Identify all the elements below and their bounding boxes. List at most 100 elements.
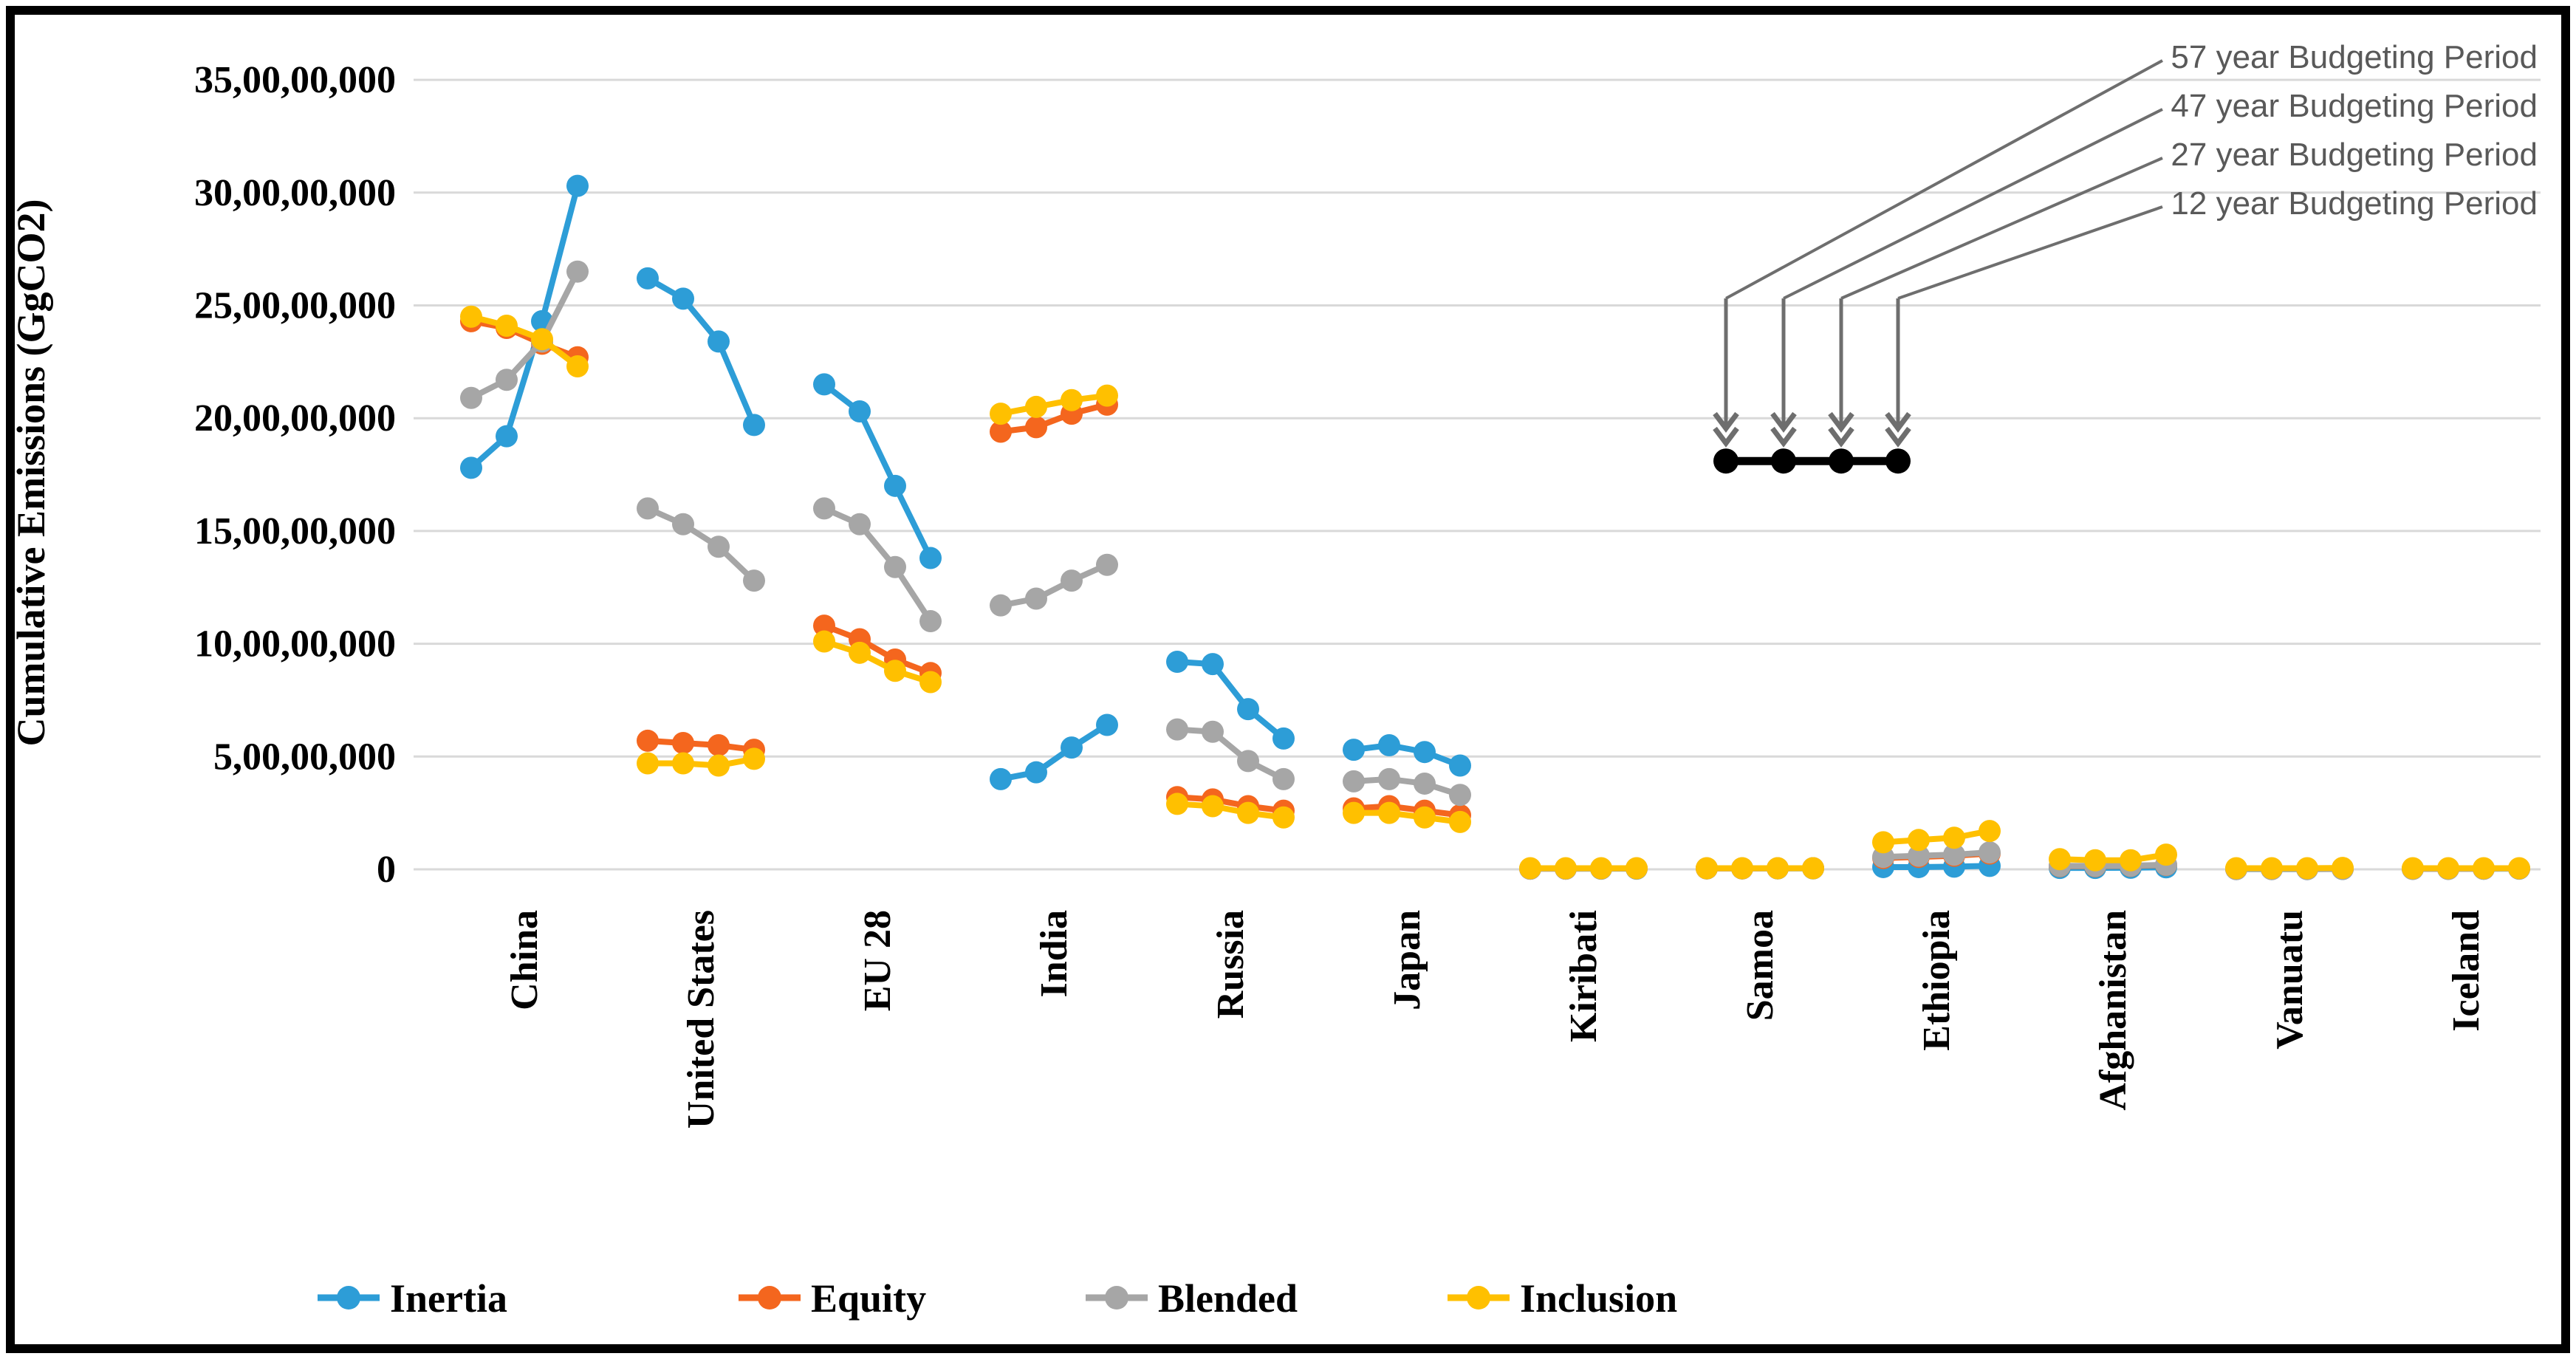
data-point bbox=[1096, 713, 1118, 736]
data-point bbox=[990, 403, 1012, 425]
series-line-segment bbox=[1176, 659, 1286, 741]
data-point bbox=[1025, 395, 1047, 418]
series-line-segment bbox=[1176, 726, 1285, 782]
data-point bbox=[637, 752, 659, 775]
data-point bbox=[496, 314, 518, 337]
data-point bbox=[884, 660, 906, 682]
data-point bbox=[1166, 651, 1188, 674]
x-category-label: United States bbox=[680, 910, 722, 1129]
data-point bbox=[460, 456, 482, 479]
budgeting-period-marker-point bbox=[1713, 448, 1739, 474]
data-point bbox=[1943, 843, 1965, 866]
data-point bbox=[566, 260, 589, 283]
data-point bbox=[460, 386, 482, 409]
series-line-segment bbox=[646, 275, 757, 426]
data-point bbox=[1378, 767, 1400, 790]
legend-item-inclusion: Inclusion bbox=[1448, 1276, 1677, 1321]
data-point bbox=[1237, 750, 1259, 773]
data-point bbox=[637, 497, 659, 520]
data-point bbox=[849, 513, 871, 535]
data-point bbox=[1378, 734, 1400, 757]
data-point bbox=[813, 615, 835, 637]
series-line-segment bbox=[1883, 863, 1990, 870]
series-line-segment bbox=[1353, 776, 1462, 798]
data-point bbox=[1979, 820, 2001, 843]
data-point bbox=[743, 414, 765, 437]
data-point bbox=[1590, 857, 1612, 880]
data-point bbox=[2437, 857, 2459, 880]
legend-marker-dot bbox=[337, 1286, 360, 1310]
data-point bbox=[1237, 698, 1259, 721]
data-point bbox=[2296, 857, 2318, 880]
series-line-segment bbox=[1883, 849, 1990, 860]
budgeting-period-marker-point bbox=[1771, 448, 1796, 474]
legend-marker-dot bbox=[1467, 1286, 1490, 1310]
series-line-segment bbox=[646, 505, 756, 583]
data-point bbox=[708, 330, 730, 353]
data-point bbox=[1519, 857, 1541, 880]
budgeting-period-label: 47 year Budgeting Period bbox=[2171, 88, 2538, 124]
budgeting-period-marker-point bbox=[1829, 448, 1854, 474]
x-category-label: Ethiopia bbox=[1916, 910, 1958, 1051]
legend-item-inertia: Inertia bbox=[318, 1276, 507, 1321]
data-point bbox=[1272, 806, 1295, 829]
data-point bbox=[672, 513, 694, 535]
series-line-segment bbox=[2060, 861, 2167, 869]
data-point bbox=[2084, 849, 2106, 872]
data-point bbox=[1272, 767, 1295, 790]
data-point bbox=[1272, 727, 1295, 750]
data-point bbox=[2120, 849, 2142, 872]
data-point bbox=[743, 747, 765, 770]
data-point bbox=[1061, 388, 1083, 411]
data-point bbox=[1555, 857, 1577, 880]
data-point bbox=[1378, 801, 1400, 824]
data-point bbox=[637, 267, 659, 290]
data-point bbox=[496, 369, 518, 391]
data-point bbox=[2473, 857, 2495, 880]
budgeting-period-annotation: 57 year Budgeting Period 47 year Budgetin… bbox=[1713, 39, 2538, 474]
data-point bbox=[1979, 841, 2001, 864]
y-tick-label: 35,00,00,000 bbox=[194, 59, 396, 101]
data-point bbox=[1166, 793, 1188, 815]
series-line-segment bbox=[469, 185, 580, 470]
data-point bbox=[1449, 754, 1471, 777]
series-line-segment bbox=[647, 737, 755, 753]
series-line-segment bbox=[1176, 801, 1284, 821]
data-point bbox=[1767, 857, 1789, 880]
data-point bbox=[1025, 587, 1047, 610]
series-inclusion bbox=[460, 305, 2530, 880]
data-point bbox=[1343, 770, 1365, 793]
data-point bbox=[708, 754, 730, 777]
arrow-down-icon bbox=[1885, 411, 1911, 448]
data-point bbox=[531, 328, 553, 351]
legend-label: Inclusion bbox=[1520, 1276, 1677, 1321]
series-line-segment bbox=[1000, 562, 1109, 609]
data-point bbox=[990, 594, 1012, 617]
annotation-leader-line bbox=[1725, 59, 2163, 300]
data-point bbox=[1908, 829, 1930, 852]
y-tick-label: 0 bbox=[377, 849, 396, 891]
series-line-segment bbox=[648, 756, 755, 769]
x-category-label: Iceland bbox=[2445, 910, 2487, 1032]
series-line-segment bbox=[1000, 401, 1108, 435]
legend-marker-dot bbox=[1105, 1286, 1128, 1310]
legend-item-blended: Blended bbox=[1086, 1276, 1298, 1321]
budgeting-period-label: 57 year Budgeting Period bbox=[2171, 39, 2538, 75]
series-line-segment bbox=[1353, 742, 1462, 769]
data-point bbox=[849, 641, 871, 664]
data-point bbox=[849, 400, 871, 423]
data-point bbox=[2261, 857, 2283, 880]
budgeting-period-label: 27 year Budgeting Period bbox=[2171, 137, 2538, 173]
legend-label: Equity bbox=[811, 1276, 926, 1321]
data-point bbox=[1449, 784, 1471, 807]
data-point bbox=[884, 474, 906, 497]
x-category-label: Japan bbox=[1386, 910, 1428, 1010]
data-series bbox=[460, 174, 2530, 880]
y-tick-label: 30,00,00,000 bbox=[194, 172, 396, 214]
data-point bbox=[1414, 806, 1436, 829]
series-line-segment bbox=[1354, 809, 1461, 825]
series-line-segment bbox=[2059, 852, 2167, 863]
data-point bbox=[919, 547, 942, 569]
data-point bbox=[1802, 857, 1824, 880]
